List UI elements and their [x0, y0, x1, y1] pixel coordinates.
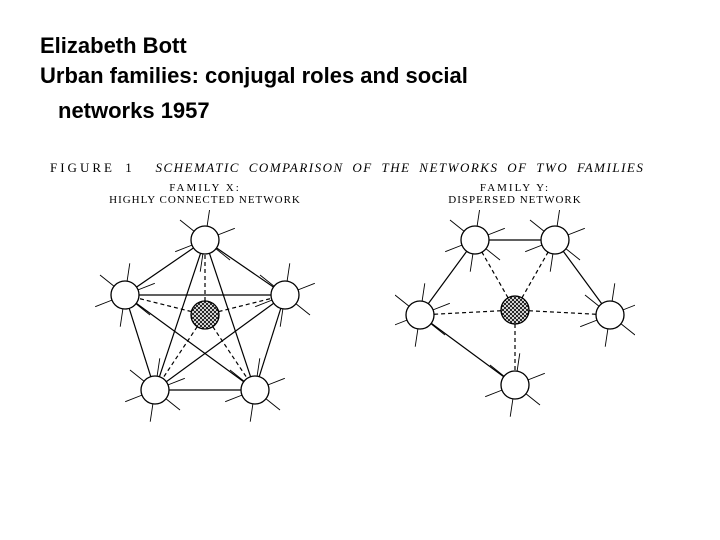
network-diagram-family-y	[395, 210, 635, 430]
family-x-desc: HIGHLY CONNECTED NETWORK	[50, 194, 360, 206]
family-x-label: FAMILY X:	[50, 182, 360, 194]
slide-page: Elizabeth Bott Urban families: conjugal …	[0, 0, 720, 540]
author-name: Elizabeth Bott	[40, 32, 680, 60]
figure-region: FIGURE 1 SCHEMATIC COMPARISON OF THE NET…	[50, 160, 670, 430]
figure-caption: FIGURE 1 SCHEMATIC COMPARISON OF THE NET…	[50, 160, 670, 176]
slide-title-line1: Urban families: conjugal roles and socia…	[40, 62, 680, 90]
family-y-label: FAMILY Y:	[360, 182, 670, 194]
diagrams-row	[50, 210, 670, 430]
left-subcaption: FAMILY X: HIGHLY CONNECTED NETWORK	[50, 182, 360, 206]
right-subcaption: FAMILY Y: DISPERSED NETWORK	[360, 182, 670, 206]
figure-number: FIGURE 1	[50, 160, 135, 175]
figure-subcaptions: FAMILY X: HIGHLY CONNECTED NETWORK FAMIL…	[50, 182, 670, 206]
family-y-desc: DISPERSED NETWORK	[360, 194, 670, 206]
network-diagram-family-x	[85, 210, 325, 430]
slide-title-line2: networks 1957	[40, 97, 680, 125]
figure-caption-text: SCHEMATIC COMPARISON OF THE NETWORKS OF …	[155, 160, 644, 175]
